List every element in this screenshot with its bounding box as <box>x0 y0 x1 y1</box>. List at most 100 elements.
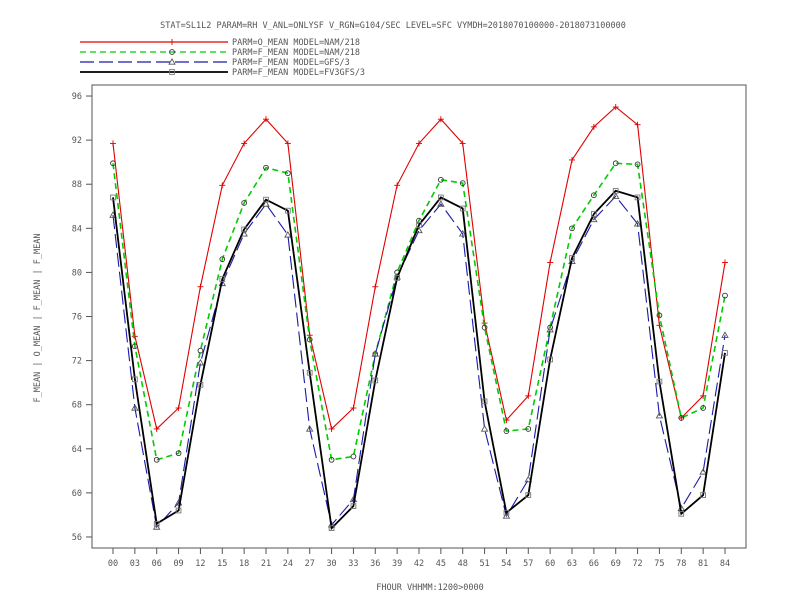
data-point <box>612 187 619 194</box>
data-point <box>350 503 357 509</box>
x-tick-label: 69 <box>611 559 621 569</box>
data-point <box>350 404 357 411</box>
data-point <box>219 182 226 189</box>
data-point <box>241 200 247 206</box>
data-point <box>219 276 226 282</box>
data-point <box>656 378 663 385</box>
data-point-ring <box>591 192 597 199</box>
x-tick-label: 21 <box>261 559 271 569</box>
y-axis: 56 60 64 68 72 76 80 84 88 92 96 <box>72 92 92 543</box>
data-point <box>655 411 664 419</box>
y-tick-label: 84 <box>72 224 82 234</box>
data-point <box>634 161 641 168</box>
data-point <box>132 376 138 383</box>
data-point-ring <box>569 225 575 232</box>
data-point <box>721 331 729 338</box>
data-point <box>722 259 728 266</box>
data-point <box>438 176 444 183</box>
y-tick-label: 56 <box>72 533 82 543</box>
data-point-ring <box>503 428 510 434</box>
data-point <box>241 226 247 233</box>
legend-label: PARM=F_MEAN MODEL=GFS/3 <box>232 58 350 68</box>
legend-label: PARM=F_MEAN MODEL=FV3GFS/3 <box>232 68 365 78</box>
data-point <box>284 231 292 238</box>
data-point <box>110 140 116 147</box>
data-point <box>131 404 139 411</box>
series-line <box>112 189 726 531</box>
data-point <box>481 324 488 331</box>
data-point-ring <box>175 450 182 457</box>
x-axis: 00 03 06 09 12 15 18 21 24 27 30 33 36 39 42 45 48 51 54 57… <box>108 548 730 569</box>
y-tick-label: 96 <box>72 92 82 102</box>
x-tick-label: 57 <box>523 559 533 569</box>
data-point <box>372 377 379 384</box>
x-tick-label: 12 <box>195 559 205 569</box>
data-point <box>547 356 553 363</box>
data-point <box>480 425 489 432</box>
data-point <box>169 49 175 55</box>
legend-label: PARM=F_MEAN MODEL=NAM/218 <box>232 48 360 58</box>
data-point <box>328 456 335 463</box>
data-point-ring <box>438 176 444 183</box>
data-point <box>169 69 175 75</box>
x-tick-label: 15 <box>217 559 227 569</box>
data-point-ring <box>722 292 728 299</box>
data-point <box>197 283 204 290</box>
x-tick-label: 78 <box>676 559 686 569</box>
legend-item: PARM=O_MEAN MODEL=NAM/218 <box>80 38 360 48</box>
x-tick-label: 36 <box>370 559 380 569</box>
x-tick-label: 39 <box>392 559 402 569</box>
data-point <box>284 140 291 147</box>
data-point <box>394 275 400 281</box>
data-point <box>175 507 182 514</box>
data-point <box>656 312 663 319</box>
data-point-ring <box>263 164 269 171</box>
data-point <box>700 492 706 498</box>
x-tick-label: 63 <box>567 559 577 569</box>
data-point <box>459 140 466 147</box>
data-point <box>197 347 204 354</box>
x-axis-label: FHOUR VHHMM:1200>0000 <box>376 583 483 593</box>
y-tick-label: 68 <box>72 401 82 411</box>
x-tick-label: 27 <box>305 559 315 569</box>
series-layer <box>109 104 729 532</box>
data-point-ring <box>197 347 204 354</box>
data-point <box>196 358 205 366</box>
data-point <box>590 123 597 130</box>
data-point <box>262 200 270 207</box>
x-tick-label: 00 <box>108 559 118 569</box>
data-point <box>612 104 619 111</box>
legend-item: PARM=F_MEAN MODEL=GFS/3 <box>80 58 350 68</box>
series-line <box>112 106 726 430</box>
data-point <box>612 160 619 167</box>
data-point-ring <box>306 336 313 343</box>
data-point <box>305 425 314 432</box>
x-tick-label: 66 <box>589 559 599 569</box>
y-tick-label: 60 <box>72 489 82 499</box>
data-point <box>569 225 575 232</box>
data-point <box>547 259 554 266</box>
x-tick-label: 24 <box>283 559 293 569</box>
data-point <box>394 182 401 189</box>
y-tick-label: 88 <box>72 180 82 190</box>
data-point <box>458 229 467 237</box>
x-tick-label: 54 <box>501 559 511 569</box>
data-point <box>152 523 161 530</box>
x-tick-label: 30 <box>326 559 336 569</box>
series-1 <box>110 104 728 432</box>
data-point <box>132 343 138 350</box>
data-point <box>371 350 380 357</box>
data-point <box>350 453 357 460</box>
data-point <box>459 205 466 212</box>
y-tick-label: 80 <box>72 268 82 278</box>
x-tick-label: 42 <box>414 559 424 569</box>
data-point <box>328 525 335 532</box>
data-point <box>634 121 641 128</box>
data-point <box>634 194 641 201</box>
data-point <box>459 180 466 186</box>
data-point <box>153 456 160 463</box>
data-point <box>525 492 532 498</box>
data-point <box>546 325 554 333</box>
